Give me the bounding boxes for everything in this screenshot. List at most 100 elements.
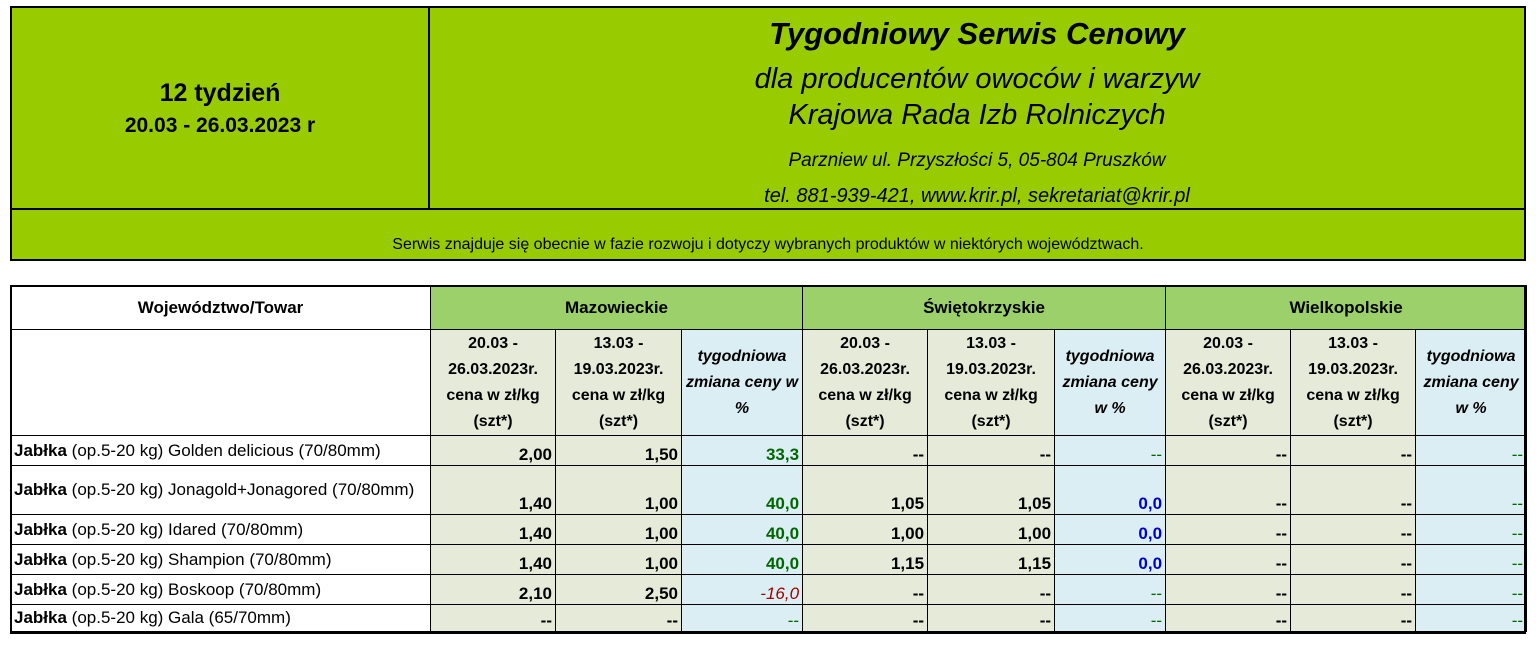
organization-name: Krajowa Rada Izb Rolniczych xyxy=(788,99,1166,131)
previous-price: -- xyxy=(1290,435,1417,466)
current-price: -- xyxy=(1165,604,1292,632)
table-row: Jabłka (op.5-20 kg) Jonagold+Jonagored (… xyxy=(10,465,1528,515)
current-price: -- xyxy=(802,604,929,632)
table-row: Jabłka (op.5-20 kg) Shampion (70/80mm) 1,… xyxy=(10,544,1528,575)
current-price: 1,40 xyxy=(430,465,556,515)
col-change-swi: tygodniowa zmiana ceny w % xyxy=(1054,329,1167,436)
current-price: -- xyxy=(1165,435,1292,466)
table-row: Jabłka (op.5-20 kg) Gala (65/70mm) -- -- --… xyxy=(10,604,1528,632)
product-name: Jabłka (op.5-20 kg) Jonagold+Jonagored (… xyxy=(10,465,431,515)
col-change-wlk: tygodniowa zmiana ceny w % xyxy=(1415,329,1528,436)
weekly-change: -- xyxy=(1415,514,1528,545)
service-title: Tygodniowy Serwis Cenowy xyxy=(769,16,1185,51)
current-price: -- xyxy=(1165,465,1292,515)
week-cell: 12 tydzień 20.03 - 26.03.2023 r xyxy=(12,8,430,208)
previous-price: 1,00 xyxy=(555,514,682,545)
weekly-change: -- xyxy=(1415,465,1528,515)
week-dates: 20.03 - 26.03.2023 r xyxy=(124,113,316,137)
current-price: 2,10 xyxy=(430,574,556,605)
column-header-blank xyxy=(10,329,431,436)
col-previous-price-wlk: 13.03 - 19.03.2023r. cena w zł/kg (szt*) xyxy=(1290,329,1417,436)
organization-address: Parzniew ul. Przyszłości 5, 05-804 Prusz… xyxy=(788,150,1166,171)
previous-price: 1,00 xyxy=(927,514,1056,545)
week-number: 12 tydzień xyxy=(159,78,281,107)
weekly-change: -- xyxy=(1415,574,1528,605)
weekly-change: 40,0 xyxy=(680,514,804,545)
current-price: -- xyxy=(1165,574,1292,605)
col-previous-price-swi: 13.03 - 19.03.2023r. cena w zł/kg (szt*) xyxy=(927,329,1056,436)
organization-contact: tel. 881-939-421, www.krir.pl, sekretari… xyxy=(764,185,1190,207)
weekly-change: 33,3 xyxy=(680,435,804,466)
column-header-row: 20.03 - 26.03.2023r. cena w zł/kg (szt*)… xyxy=(10,329,1528,436)
service-notice: Serwis znajduje się obecnie w fazie rozw… xyxy=(392,236,1144,253)
col-current-price-maz: 20.03 - 26.03.2023r. cena w zł/kg (szt*) xyxy=(430,329,556,436)
product-name: Jabłka (op.5-20 kg) Boskoop (70/80mm) xyxy=(10,574,431,605)
current-price: -- xyxy=(802,574,929,605)
table-row: Jabłka (op.5-20 kg) Idared (70/80mm) 1,40… xyxy=(10,514,1528,545)
product-category: Jabłka xyxy=(14,549,67,569)
previous-price: -- xyxy=(1290,574,1417,605)
previous-price: -- xyxy=(927,435,1056,466)
header-divider xyxy=(12,208,1524,210)
previous-price: 1,00 xyxy=(555,544,682,575)
col-current-price-swi: 20.03 - 26.03.2023r. cena w zł/kg (szt*) xyxy=(802,329,929,436)
current-price: 2,00 xyxy=(430,435,556,466)
service-subtitle: dla producentów owoców i warzyw xyxy=(754,63,1200,95)
weekly-change: -16,0 xyxy=(680,574,804,605)
header-block: 12 tydzień 20.03 - 26.03.2023 r Tygodnio… xyxy=(10,6,1526,261)
product-rows: Jabłka (op.5-20 kg) Golden delicious (70… xyxy=(10,435,1528,632)
previous-price: -- xyxy=(1290,544,1417,575)
product-name: Jabłka (op.5-20 kg) Gala (65/70mm) xyxy=(10,604,431,632)
current-price: 1,40 xyxy=(430,514,556,545)
current-price: 1,05 xyxy=(802,465,929,515)
weekly-change: 40,0 xyxy=(680,544,804,575)
title-cell: Tygodniowy Serwis Cenowy dla producentów… xyxy=(430,8,1524,208)
region-swietokrzyskie: Świętokrzyskie xyxy=(802,285,1167,330)
previous-price: -- xyxy=(1290,604,1417,632)
weekly-change: -- xyxy=(680,604,804,632)
current-price: -- xyxy=(802,435,929,466)
product-detail: (op.5-20 kg) Shampion (70/80mm) xyxy=(66,549,332,569)
product-detail: (op.5-20 kg) Idared (70/80mm) xyxy=(66,519,304,539)
current-price: 1,15 xyxy=(802,544,929,575)
previous-price: 1,15 xyxy=(927,544,1056,575)
weekly-change: -- xyxy=(1054,435,1167,466)
current-price: 1,00 xyxy=(802,514,929,545)
weekly-change: 0,0 xyxy=(1054,514,1167,545)
region-header-row: Województwo/Towar Mazowieckie Świętokrzy… xyxy=(10,285,1528,330)
previous-price: 1,50 xyxy=(555,435,682,466)
price-table: Województwo/Towar Mazowieckie Świętokrzy… xyxy=(10,285,1528,632)
product-category: Jabłka xyxy=(14,440,67,460)
weekly-change: 40,0 xyxy=(680,465,804,515)
previous-price: 2,50 xyxy=(555,574,682,605)
col-previous-price-maz: 13.03 - 19.03.2023r. cena w zł/kg (szt*) xyxy=(555,329,682,436)
table-row: Jabłka (op.5-20 kg) Golden delicious (70… xyxy=(10,435,1528,466)
previous-price: 1,00 xyxy=(555,465,682,515)
previous-price: -- xyxy=(927,604,1056,632)
col-current-price-wlk: 20.03 - 26.03.2023r. cena w zł/kg (szt*) xyxy=(1165,329,1292,436)
weekly-change: -- xyxy=(1415,604,1528,632)
region-mazowieckie: Mazowieckie xyxy=(429,285,804,330)
product-name: Jabłka (op.5-20 kg) Idared (70/80mm) xyxy=(10,514,431,545)
product-detail: (op.5-20 kg) Boskoop (70/80mm) xyxy=(66,579,322,599)
previous-price: -- xyxy=(1290,514,1417,545)
current-price: -- xyxy=(1165,544,1292,575)
previous-price: 1,05 xyxy=(927,465,1056,515)
weekly-change: 0,0 xyxy=(1054,544,1167,575)
weekly-change: -- xyxy=(1415,435,1528,466)
current-price: -- xyxy=(430,604,556,632)
current-price: -- xyxy=(1165,514,1292,545)
previous-price: -- xyxy=(555,604,682,632)
previous-price: -- xyxy=(927,574,1056,605)
corner-label: Województwo/Towar xyxy=(10,285,431,330)
product-category: Jabłka xyxy=(14,480,67,499)
product-category: Jabłka xyxy=(14,519,67,539)
weekly-change: -- xyxy=(1054,604,1167,632)
product-name: Jabłka (op.5-20 kg) Golden delicious (70… xyxy=(10,435,431,466)
weekly-change: -- xyxy=(1054,574,1167,605)
product-name: Jabłka (op.5-20 kg) Shampion (70/80mm) xyxy=(10,544,431,575)
product-category: Jabłka xyxy=(14,579,67,599)
weekly-change: 0,0 xyxy=(1054,465,1167,515)
product-category: Jabłka xyxy=(14,608,67,627)
